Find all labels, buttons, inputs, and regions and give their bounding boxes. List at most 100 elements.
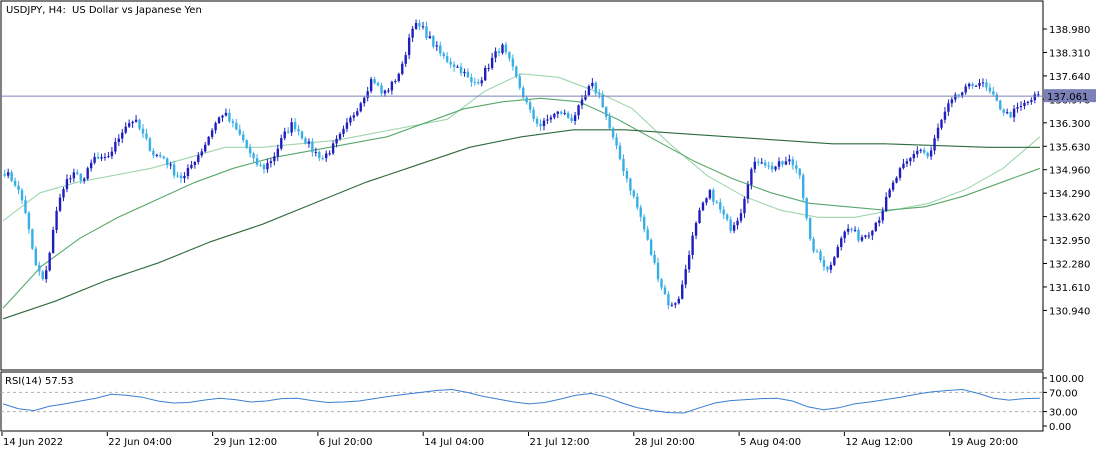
candle-body bbox=[995, 94, 998, 101]
candle-body bbox=[898, 168, 902, 178]
candle-body bbox=[677, 298, 680, 304]
candle-body bbox=[103, 156, 107, 158]
candle-body bbox=[746, 184, 750, 199]
candle-body bbox=[131, 121, 134, 124]
candle-body bbox=[653, 254, 656, 263]
candle-body bbox=[501, 44, 504, 54]
candle-body bbox=[27, 212, 31, 230]
time-tick-label: 6 Jul 20:00 bbox=[319, 437, 373, 448]
candle-body bbox=[307, 141, 311, 144]
candle-body bbox=[788, 159, 791, 162]
candle-body bbox=[580, 99, 584, 106]
candle-body bbox=[549, 117, 553, 120]
candle-body bbox=[48, 252, 51, 271]
candle-body bbox=[874, 222, 878, 231]
candle-body bbox=[867, 235, 871, 237]
candle-body bbox=[259, 164, 262, 166]
rsi-axis: 100.00 70.00 30.00 0.00 bbox=[1043, 374, 1084, 433]
candle-body bbox=[273, 156, 276, 162]
candle-body bbox=[31, 229, 34, 249]
candle-body bbox=[463, 71, 466, 74]
candle-body bbox=[221, 115, 224, 118]
candle-body bbox=[705, 198, 708, 203]
candle-body bbox=[532, 109, 535, 119]
ma-line bbox=[2, 97, 1041, 309]
candle-body bbox=[933, 138, 936, 151]
rsi-panel-frame bbox=[0, 371, 1044, 432]
candle-body bbox=[335, 138, 338, 144]
candle-body bbox=[629, 178, 632, 191]
candle-body bbox=[390, 81, 394, 91]
candle-body bbox=[34, 248, 38, 266]
candle-body bbox=[418, 22, 421, 27]
candle-body bbox=[971, 83, 974, 87]
time-tick-label: 22 Jun 04:00 bbox=[108, 437, 172, 448]
candle-body bbox=[912, 154, 916, 159]
candle-body bbox=[121, 132, 124, 139]
candle-body bbox=[1026, 101, 1030, 103]
candle-body bbox=[743, 198, 746, 214]
candle-body bbox=[518, 76, 521, 88]
candle-body bbox=[20, 190, 24, 201]
candle-body bbox=[214, 123, 217, 131]
candle-body bbox=[172, 164, 176, 176]
candle-body bbox=[86, 168, 89, 179]
candle-body bbox=[753, 161, 757, 170]
candle-body bbox=[10, 172, 13, 181]
candle-body bbox=[169, 164, 172, 166]
candle-body bbox=[522, 87, 525, 98]
candle-body bbox=[732, 225, 736, 231]
candle-body bbox=[207, 136, 210, 145]
candle-body bbox=[300, 131, 304, 139]
candle-body bbox=[546, 119, 549, 121]
candle-body bbox=[954, 94, 957, 100]
candle-body bbox=[245, 140, 248, 148]
candle-body bbox=[363, 97, 366, 104]
candle-body bbox=[145, 133, 148, 139]
candle-body bbox=[276, 148, 280, 157]
candle-body bbox=[304, 138, 307, 144]
candle-body bbox=[373, 79, 376, 84]
candle-body bbox=[165, 158, 169, 166]
candle-body bbox=[387, 90, 390, 92]
price-panel: USDJPY, H4: US Dollar vs Japanese Yen bbox=[0, 0, 1044, 371]
candle-body bbox=[414, 22, 418, 29]
candle-body bbox=[190, 164, 193, 168]
candle-body bbox=[712, 190, 715, 202]
candle-body bbox=[369, 79, 373, 92]
candle-body bbox=[508, 52, 511, 59]
candle-body bbox=[383, 90, 387, 94]
candle-body bbox=[76, 172, 79, 174]
candle-body bbox=[79, 173, 82, 181]
candle-body bbox=[604, 107, 608, 117]
price-tick-label: 132.950 bbox=[1049, 236, 1090, 247]
candle-body bbox=[795, 165, 798, 169]
candle-body bbox=[321, 158, 324, 160]
candle-body bbox=[947, 103, 950, 112]
candle-body bbox=[891, 182, 895, 190]
candle-body bbox=[611, 128, 615, 138]
candle-body bbox=[563, 113, 566, 115]
candle-body bbox=[663, 287, 667, 295]
candle-body bbox=[622, 159, 625, 172]
candle-body bbox=[957, 94, 960, 96]
candle-body bbox=[964, 86, 967, 93]
candle-body bbox=[670, 304, 674, 306]
candle-body bbox=[660, 279, 663, 288]
candle-body bbox=[805, 198, 808, 219]
candle-body bbox=[110, 151, 114, 157]
candle-body bbox=[860, 237, 864, 241]
candle-body bbox=[802, 175, 805, 199]
ma-line bbox=[2, 129, 1040, 320]
candle-body bbox=[342, 128, 345, 134]
ma-line bbox=[2, 73, 1041, 222]
candle-body bbox=[459, 66, 463, 74]
candle-body bbox=[452, 64, 456, 68]
time-tick-label: 14 Jun 2022 bbox=[3, 437, 63, 448]
candle-body bbox=[152, 150, 155, 156]
candle-body bbox=[943, 111, 947, 120]
candle-body bbox=[318, 151, 321, 159]
candle-body bbox=[843, 231, 846, 239]
candle-body bbox=[829, 264, 833, 270]
